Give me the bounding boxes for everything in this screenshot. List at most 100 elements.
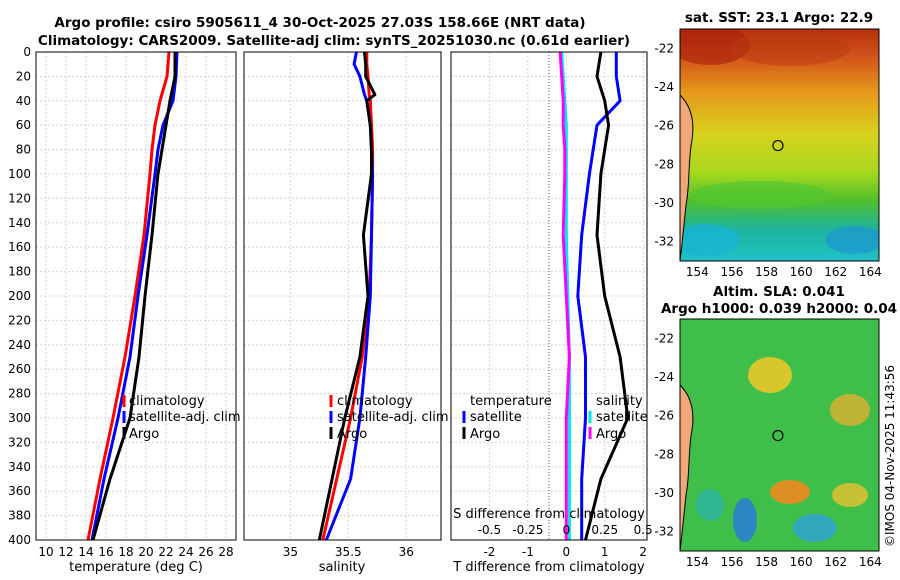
depth-tick-label: 200 (8, 289, 31, 303)
lat-tick-label: -22 (654, 41, 674, 55)
series-line-temperature-satellite (576, 52, 622, 540)
sla-lat-tick-labels: -22 -24 -26 -28 -30 -32 (654, 331, 674, 538)
salinity-lines (317, 52, 377, 540)
legend-label-s-satellite: satellite (596, 410, 648, 425)
legend-label-climatology: climatology (129, 394, 205, 409)
lon-tick-label: 154 (686, 555, 709, 569)
lon-tick-label: 162 (824, 555, 847, 569)
argo-location-marker (772, 139, 784, 152)
difference-panel: -2 -1 0 1 2 T difference from climatology S … (450, 51, 653, 575)
australia-coast (680, 384, 694, 551)
sla-low-patch (733, 498, 757, 542)
x-tick-label: 28 (218, 545, 233, 559)
sst-warm-patch (730, 30, 850, 66)
depth-tick-label: 400 (8, 533, 31, 547)
x-tick-label: 18 (118, 545, 133, 559)
s-tick-label: 0 (562, 523, 570, 537)
temperature-lines (86, 52, 179, 540)
s-tick-label: 0.5 (634, 523, 653, 537)
series-line-argo (317, 52, 377, 540)
depth-tick-label: 300 (8, 411, 31, 425)
lon-tick-label: 162 (824, 265, 847, 279)
sla-high-patch (830, 394, 870, 426)
sla-low-patch (793, 514, 837, 542)
depth-tick-label: 320 (8, 435, 31, 449)
legend-label-s-argo: Argo (596, 427, 626, 442)
sst-lon-tick-labels: 154 156 158 160 162 164 (686, 265, 882, 279)
lat-tick-label: -24 (654, 370, 674, 384)
x-tick-label: 35.5 (335, 545, 362, 559)
depth-tick-label: 100 (8, 167, 31, 181)
x-tick-label: 36 (399, 545, 414, 559)
temperature-xlabel: temperature (deg C) (69, 560, 203, 575)
s-difference-tick-labels: -0.5 -0.25 0 0.25 0.5 (478, 523, 653, 537)
sst-cool-patch (690, 181, 830, 209)
imos-credit: ©IMOS 04-Nov-2025 11:43:56 (883, 365, 897, 547)
salinity-tick-labels: 35 35.5 36 (283, 545, 414, 559)
difference-lines (558, 52, 630, 540)
temperature-panel: 0 20 40 60 80 100 120 140 160 180 200 220 240 260 280 3… (8, 45, 241, 575)
legend-label-satellite-adj: satellite-adj. clim (337, 410, 449, 425)
sla-map-field (680, 319, 879, 551)
x-tick-label: 2 (639, 545, 647, 559)
legend-label-satellite-adj: satellite-adj. clim (129, 410, 241, 425)
sst-map: sat. SST: 23.1 Argo: 22.9 154 156 158 160 16… (654, 10, 882, 279)
sla-map-subtitle: Argo h1000: 0.039 h2000: 0.04 (661, 301, 897, 317)
x-tick-label: 22 (158, 545, 173, 559)
salinity-panel: 35 35.5 36 salinity climatology satellite-… (243, 51, 449, 575)
sst-map-title: sat. SST: 23.1 Argo: 22.9 (685, 10, 873, 26)
sla-map: Altim. SLA: 0.041 Argo h1000: 0.039 h200… (654, 284, 897, 569)
lat-tick-label: -32 (654, 235, 674, 249)
sst-warm-patch (680, 29, 750, 65)
lon-tick-label: 156 (720, 555, 743, 569)
depth-tick-label: 120 (8, 191, 31, 205)
lat-tick-label: -24 (654, 80, 674, 94)
sst-map-box (679, 28, 880, 262)
lat-tick-label: -30 (654, 486, 674, 500)
s-tick-label: 0.25 (591, 523, 618, 537)
legend-title-temperature: temperature (470, 394, 552, 409)
argo-location-marker (772, 429, 784, 442)
depth-tick-label: 20 (16, 69, 31, 83)
x-tick-label: 16 (98, 545, 113, 559)
temperature-tick-labels: 10 12 14 16 18 20 22 24 26 28 (38, 545, 233, 559)
sla-high-patch (748, 357, 792, 393)
depth-tick-label: 220 (8, 313, 31, 327)
series-line-temperature-argo (584, 52, 630, 540)
legend-label-argo: Argo (129, 427, 159, 442)
salinity-axes-box (243, 51, 442, 541)
lat-tick-label: -30 (654, 196, 674, 210)
x-tick-label: 24 (178, 545, 193, 559)
sla-low-patch (696, 489, 724, 521)
x-tick-label: -2 (483, 545, 495, 559)
sla-map-title: Altim. SLA: 0.041 (713, 284, 845, 300)
lat-tick-label: -28 (654, 447, 674, 461)
lat-tick-label: -32 (654, 525, 674, 539)
figure-title-line1: Argo profile: csiro 5905611_4 30-Oct-202… (54, 15, 585, 31)
depth-tick-label: 260 (8, 362, 31, 376)
sst-lat-tick-labels: -22 -24 -26 -28 -30 -32 (654, 41, 674, 248)
series-line-salinity-satellite (560, 52, 571, 540)
depth-tick-label: 280 (8, 387, 31, 401)
depth-tick-label: 360 (8, 484, 31, 498)
lon-tick-label: 154 (686, 265, 709, 279)
lon-tick-label: 158 (755, 555, 778, 569)
legend-title-salinity: salinity (596, 394, 643, 409)
x-tick-label: 35 (283, 545, 298, 559)
difference-legend-salinity: salinity satellite Argo (588, 394, 648, 442)
s-tick-label: -0.5 (478, 523, 501, 537)
salinity-grid (244, 51, 441, 541)
salinity-legend: climatology satellite-adj. clim Argo (329, 394, 449, 442)
x-tick-label: -1 (522, 545, 534, 559)
t-difference-tick-labels: -2 -1 0 1 2 (483, 545, 647, 559)
sla-lon-tick-labels: 154 156 158 160 162 164 (686, 555, 882, 569)
s-difference-xlabel: S difference from climatology (453, 507, 645, 522)
x-tick-label: 1 (601, 545, 609, 559)
depth-tick-label: 160 (8, 240, 31, 254)
depth-tick-label: 140 (8, 216, 31, 230)
salinity-xlabel: salinity (319, 560, 366, 575)
s-tick-label: -0.25 (512, 523, 543, 537)
depth-tick-label: 80 (16, 143, 31, 157)
difference-axes-box (450, 51, 648, 541)
